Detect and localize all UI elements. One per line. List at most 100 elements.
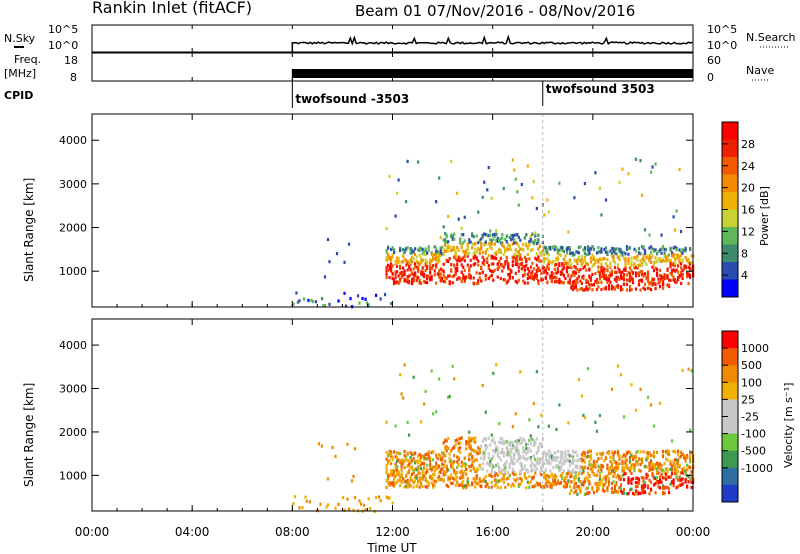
data-cell xyxy=(489,275,492,279)
data-cell xyxy=(672,275,675,280)
data-cell xyxy=(496,480,499,484)
data-cell xyxy=(642,246,645,250)
data-cell xyxy=(640,484,644,488)
data-cell xyxy=(673,257,677,261)
data-cell xyxy=(393,475,396,479)
data-cell xyxy=(463,461,466,466)
data-cell xyxy=(537,482,540,486)
data-cell xyxy=(649,467,653,471)
data-cell xyxy=(651,277,654,281)
data-cell xyxy=(648,253,651,258)
data-cell xyxy=(633,454,636,459)
data-cell xyxy=(393,473,396,477)
data-cell xyxy=(471,233,474,238)
data-cell xyxy=(436,272,439,276)
data-cell xyxy=(537,281,540,286)
data-cell xyxy=(389,258,393,262)
data-cell xyxy=(616,266,620,270)
data-cell xyxy=(564,260,567,264)
data-cell xyxy=(450,233,453,237)
data-cell xyxy=(624,472,627,476)
data-cell xyxy=(471,232,474,236)
data-cell xyxy=(646,484,650,488)
colorbar-cell xyxy=(722,157,738,175)
data-cell xyxy=(415,259,418,263)
data-cell xyxy=(670,464,674,468)
data-cell xyxy=(462,462,465,466)
data-cell xyxy=(391,271,394,276)
data-cell xyxy=(430,252,433,256)
data-cell xyxy=(661,454,665,459)
station-title: Rankin Inlet (fitACF) xyxy=(92,0,252,17)
data-cell xyxy=(389,452,393,456)
data-cell xyxy=(598,277,602,281)
data-cell xyxy=(454,266,457,271)
colorbar-tick-label: 500 xyxy=(741,359,762,372)
data-cell xyxy=(582,466,585,470)
data-cell xyxy=(676,270,680,274)
data-cell xyxy=(493,484,496,488)
data-cell xyxy=(594,473,597,478)
data-cell xyxy=(388,174,391,179)
data-cell xyxy=(484,273,487,277)
data-cell xyxy=(535,276,538,281)
data-cell xyxy=(462,476,465,480)
data-cell xyxy=(567,280,570,284)
data-cell xyxy=(393,280,396,284)
data-cell xyxy=(394,424,397,428)
data-cell xyxy=(588,463,591,467)
data-cell xyxy=(495,480,498,484)
data-cell xyxy=(601,488,605,492)
data-cell xyxy=(625,452,629,456)
data-cell xyxy=(453,446,456,450)
data-cell xyxy=(582,450,585,455)
data-cell xyxy=(534,256,537,260)
data-cell xyxy=(487,165,490,170)
data-cell xyxy=(516,442,519,446)
data-cell xyxy=(570,474,573,478)
data-cell xyxy=(448,256,451,261)
data-cell xyxy=(648,468,651,473)
data-cell xyxy=(444,240,447,245)
data-cell xyxy=(523,268,526,272)
data-cell xyxy=(484,474,487,479)
data-cell xyxy=(495,363,498,367)
data-cell xyxy=(622,472,626,476)
data-cell xyxy=(411,452,414,457)
data-cell xyxy=(667,491,671,495)
data-cell xyxy=(528,269,531,273)
data-cell xyxy=(573,286,576,290)
data-cell xyxy=(531,437,534,442)
data-cell xyxy=(573,253,576,257)
data-cell xyxy=(546,451,549,456)
cpid-segment-name: twofsound 3503 xyxy=(546,82,655,96)
data-cell xyxy=(637,251,641,255)
data-cell xyxy=(655,450,659,454)
data-cell xyxy=(483,232,486,236)
data-cell xyxy=(374,293,378,297)
data-cell xyxy=(420,483,423,487)
data-cell xyxy=(603,276,606,280)
data-cell xyxy=(552,259,555,264)
data-cell xyxy=(609,459,612,464)
data-cell xyxy=(552,474,555,479)
data-cell xyxy=(600,213,603,217)
data-cell xyxy=(660,274,663,278)
data-cell xyxy=(511,441,514,445)
data-cell xyxy=(388,474,391,478)
data-cell xyxy=(561,262,564,266)
data-cell xyxy=(507,470,510,474)
data-cell xyxy=(642,245,645,249)
data-cell xyxy=(480,479,483,484)
data-cell xyxy=(400,260,403,264)
data-cell xyxy=(460,233,463,237)
data-cell xyxy=(654,287,657,291)
data-cell xyxy=(471,481,474,485)
data-cell xyxy=(621,287,624,291)
data-cell xyxy=(625,247,629,251)
data-cell xyxy=(442,279,445,284)
data-cell xyxy=(484,438,487,442)
data-cell xyxy=(385,249,388,253)
data-cell xyxy=(592,472,596,477)
data-cell xyxy=(504,249,507,253)
